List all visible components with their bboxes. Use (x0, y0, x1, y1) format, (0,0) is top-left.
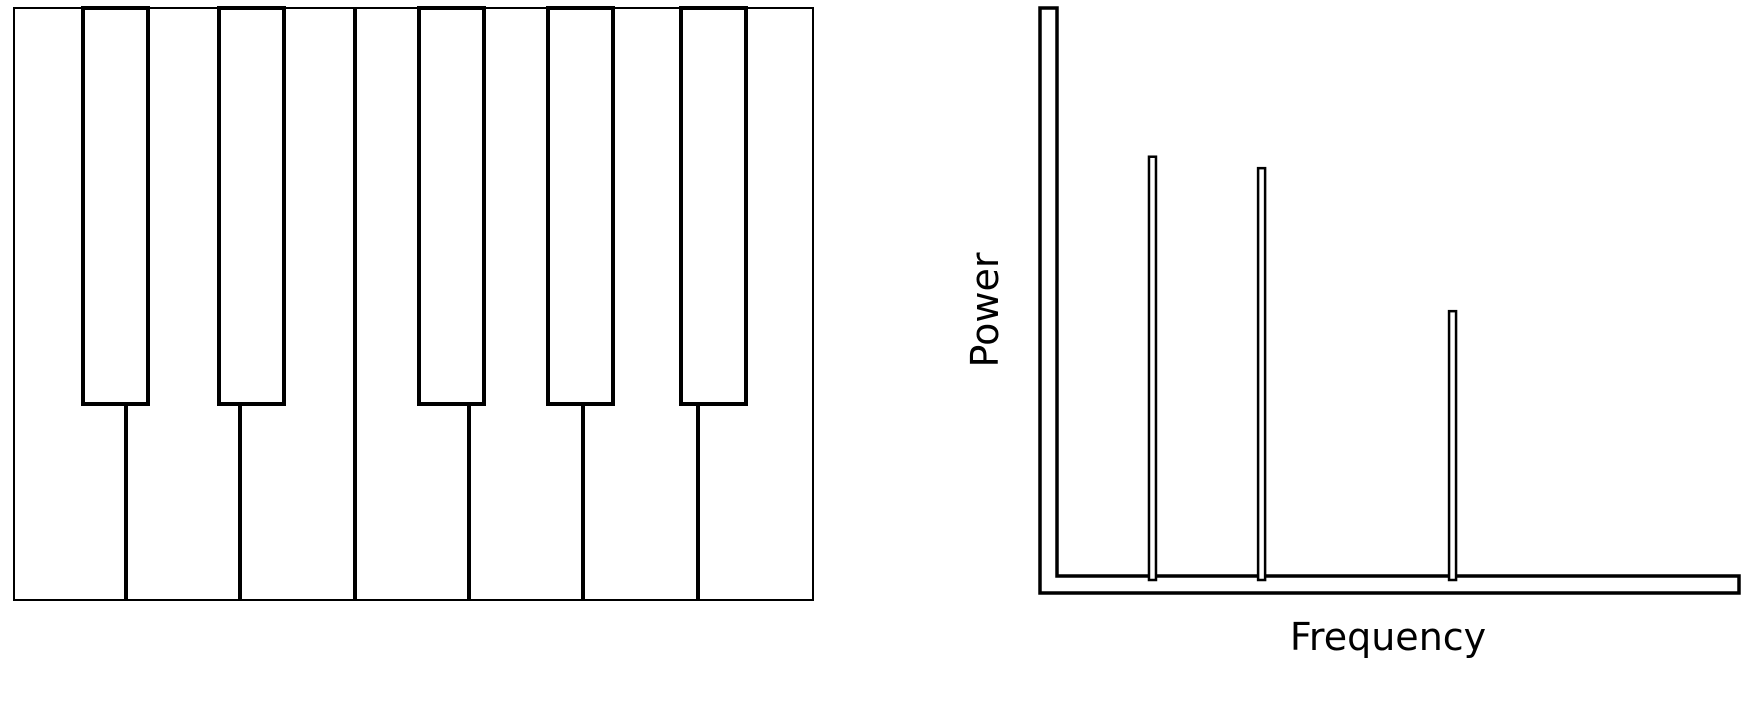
black-key (417, 6, 486, 406)
power-spectrum: Frequency Power (963, 6, 1741, 659)
black-key (679, 6, 748, 406)
spectrum-peak (1147, 155, 1158, 582)
spectrum-peak (1447, 309, 1458, 582)
black-keys (81, 6, 748, 406)
y-axis-label: Power (963, 252, 1007, 367)
black-key (81, 6, 150, 406)
white-keys (124, 8, 700, 600)
black-key (217, 6, 286, 406)
piano-keyboard (13, 6, 814, 601)
spectrum-peaks (1147, 155, 1458, 582)
black-key (546, 6, 615, 406)
spectrum-peak (1256, 166, 1267, 582)
spectrum-axes (1038, 6, 1741, 595)
x-axis-label: Frequency (1290, 615, 1486, 659)
